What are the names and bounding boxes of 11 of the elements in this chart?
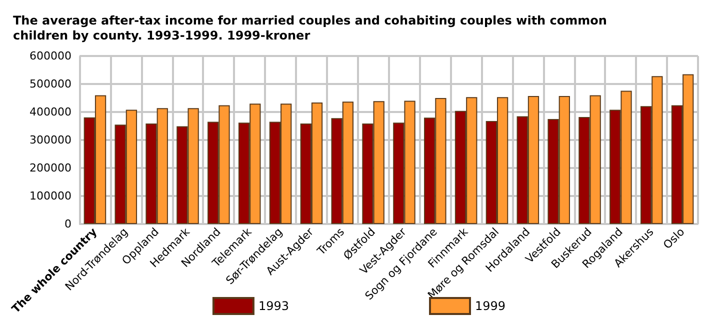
y-tick-label: 500000 xyxy=(30,78,72,90)
y-tick-label: 0 xyxy=(64,218,72,230)
y-tick-label: 300000 xyxy=(30,134,72,146)
legend-label: 1993 xyxy=(258,299,290,313)
y-tick-label: 200000 xyxy=(30,162,72,174)
y-tick-label: 400000 xyxy=(30,106,72,118)
chart-title: The average after-tax income for married couples and cohabiting couples with common children by county. 1993-1999. 1999-kroner xyxy=(13,14,612,42)
y-tick-label: 600000 xyxy=(30,50,72,62)
legend-label: 1999 xyxy=(475,299,506,313)
x-tick-label: Oslo xyxy=(660,225,688,252)
y-tick-label: 100000 xyxy=(30,190,72,202)
